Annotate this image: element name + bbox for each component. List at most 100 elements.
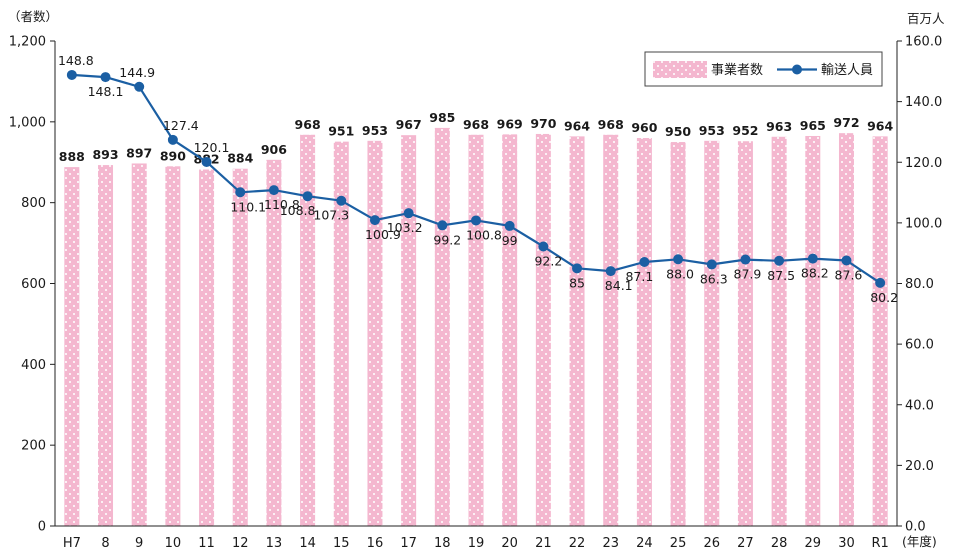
right-tick-label: 140.0 (905, 95, 942, 110)
line-value-label: 87.6 (835, 267, 863, 282)
line-point (706, 259, 717, 270)
line-value-label: 148.8 (58, 53, 94, 68)
right-tick-label: 0.0 (905, 520, 926, 535)
x-tick-label: 19 (468, 536, 485, 551)
right-tick-label: 160.0 (905, 35, 942, 50)
bar (232, 168, 248, 526)
bar (636, 138, 652, 526)
bar-value-label: 897 (126, 145, 152, 160)
line-value-label: 144.9 (119, 65, 155, 80)
line-point (841, 255, 852, 266)
line-value-label: 110.8 (264, 197, 300, 212)
left-tick-label: 400 (21, 358, 46, 373)
left-tick-label: 600 (21, 277, 46, 292)
bar (569, 136, 585, 526)
right-tick-label: 40.0 (905, 398, 934, 413)
line-value-label: 87.9 (734, 267, 762, 282)
line-value-label: 107.3 (313, 208, 349, 223)
x-tick-label: 11 (198, 536, 215, 551)
bar-value-label: 985 (429, 110, 455, 125)
line-point (167, 134, 178, 145)
bar-value-label: 884 (227, 151, 253, 166)
x-tick-label: 29 (805, 536, 822, 551)
left-tick-label: 1,200 (9, 35, 46, 50)
left-tick-label: 1,000 (9, 115, 46, 130)
bar-value-label: 950 (665, 124, 691, 139)
bar-value-label: 952 (732, 123, 758, 138)
line-point (538, 241, 549, 252)
bar-value-label: 965 (800, 118, 826, 133)
bar-value-label: 968 (598, 117, 624, 132)
bar-value-label: 972 (833, 115, 859, 130)
line-point (201, 156, 212, 167)
x-tick-label: H7 (63, 536, 81, 551)
x-tick-label: 12 (232, 536, 249, 551)
line-value-label: 103.2 (387, 220, 423, 235)
bar-value-label: 888 (59, 149, 85, 164)
bar (737, 141, 753, 526)
line-value-label: 88.0 (666, 266, 694, 281)
bar (165, 166, 181, 526)
bar-value-label: 953 (699, 123, 725, 138)
bar (704, 140, 720, 526)
line-point (437, 220, 448, 231)
left-tick-labels: 0 200 400 600 800 1,000 1,200 (9, 35, 46, 535)
bar (367, 140, 383, 526)
bar (401, 135, 417, 526)
bar (64, 167, 80, 526)
legend-label-line: 輸送人員 (821, 63, 873, 78)
line-value-label: 99.2 (433, 232, 461, 247)
line-value-label: 88.2 (801, 266, 829, 281)
line-point (471, 215, 481, 226)
x-tick-label: 8 (101, 536, 109, 551)
line-point (100, 72, 111, 83)
left-unit-label: （者数） (8, 9, 58, 24)
bar (670, 142, 686, 526)
x-tick-label: 15 (333, 536, 350, 551)
bar (300, 134, 316, 526)
right-unit-label: 百万人 (907, 11, 945, 26)
bar (468, 134, 484, 526)
right-tick-label: 120.0 (905, 156, 942, 171)
line-point (875, 277, 886, 288)
right-tick-label: 60.0 (905, 338, 934, 353)
bar-value-label: 967 (396, 117, 422, 132)
line-value-labels: 148.8 148.1 144.9 127.4 120.1 110.1110.8108.8… (58, 53, 898, 305)
line-value-label: 85 (569, 275, 585, 290)
line-value-label: 87.5 (767, 268, 795, 283)
line-value-label: 80.2 (870, 290, 898, 305)
bar (872, 136, 888, 526)
line-point (740, 254, 751, 265)
line-value-label: 84.1 (605, 278, 633, 293)
bar-value-label: 964 (564, 118, 590, 133)
legend-swatch-marker (792, 64, 802, 75)
bar-value-label: 968 (463, 117, 489, 132)
line-value-label: 120.1 (194, 140, 230, 155)
bar-value-label: 893 (92, 147, 118, 162)
bar (502, 134, 518, 527)
legend: 事業者数 輸送人員 (644, 51, 883, 87)
bar-value-label: 964 (867, 118, 893, 133)
bar-value-label: 968 (295, 117, 321, 132)
line-point (504, 220, 515, 231)
bar-value-label: 951 (328, 124, 354, 139)
bar-value-label: 963 (766, 119, 792, 134)
left-tick-label: 800 (21, 196, 46, 211)
bar (771, 136, 787, 526)
bar (333, 141, 349, 526)
x-tick-label: R1 (872, 536, 889, 551)
bar (199, 169, 215, 526)
line-value-label: 86.3 (700, 271, 728, 286)
left-tick-label: 0 (38, 520, 46, 535)
bar (535, 133, 551, 527)
x-tick-label: 26 (703, 536, 720, 551)
x-tick-label: 30 (838, 536, 855, 551)
line-point (774, 255, 785, 266)
line-value-label: 100.8 (466, 227, 502, 242)
x-tick-labels: H7 8 9 10 11 12 13 14 15 16 17 18 19 20 21 22 23 24 25 26 27… (63, 536, 889, 551)
bar (434, 127, 450, 526)
x-tick-label: 27 (737, 536, 754, 551)
line-point (403, 208, 414, 219)
bar-value-label: 969 (497, 116, 523, 131)
